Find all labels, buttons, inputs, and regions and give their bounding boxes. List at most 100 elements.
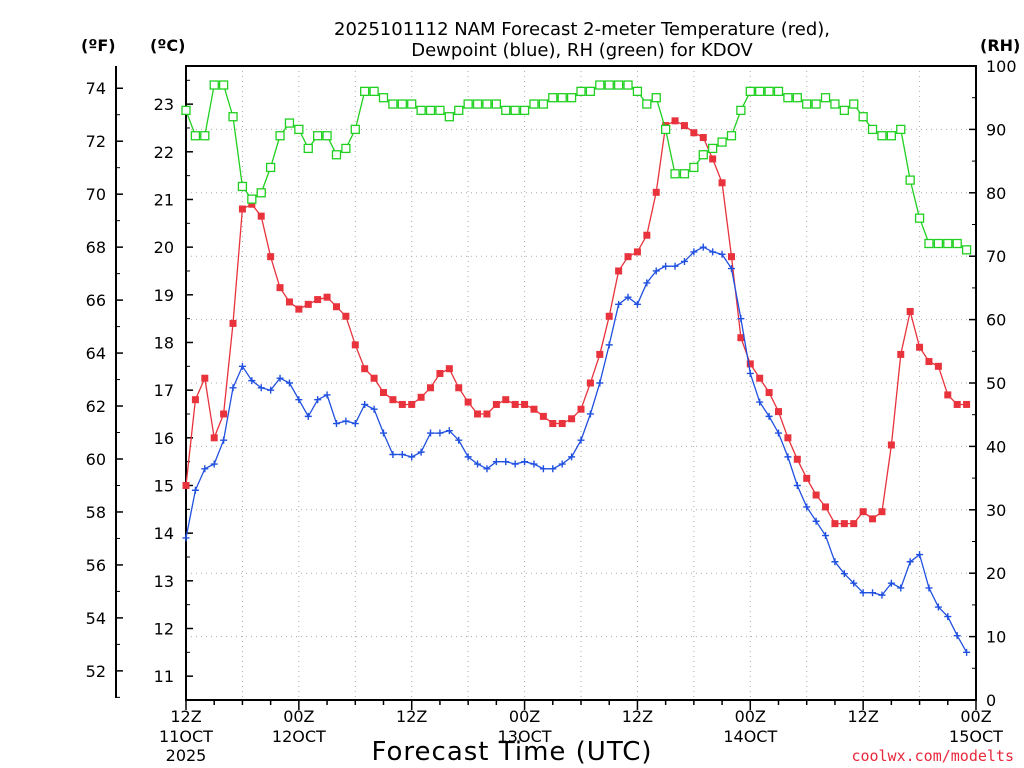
temperature-point xyxy=(737,334,745,342)
temperature-point xyxy=(925,358,933,366)
rh-point xyxy=(529,99,539,109)
rh-point xyxy=(952,238,962,249)
rh-point xyxy=(519,105,530,116)
temperature-point xyxy=(332,303,340,311)
x-tick-date-label: 12OCT xyxy=(272,727,326,746)
rh-point xyxy=(284,118,295,128)
rh-point xyxy=(360,86,370,97)
dewpoint-point xyxy=(718,250,726,258)
celsius-tick-label: 22 xyxy=(154,143,174,162)
rh-point xyxy=(472,99,483,109)
rh-point xyxy=(717,137,727,147)
rh-point xyxy=(491,99,502,109)
dewpoint-point xyxy=(257,384,265,392)
rh-point xyxy=(820,93,831,103)
dewpoint-point xyxy=(869,589,877,597)
rh-point xyxy=(632,86,643,97)
dewpoint-point xyxy=(859,589,867,597)
fahrenheit-tick-label: 60 xyxy=(86,450,106,469)
dewpoint-point xyxy=(690,248,698,256)
celsius-tick-label: 13 xyxy=(154,572,174,591)
rh-unit-label: (RH) xyxy=(980,36,1020,55)
rh-point xyxy=(425,105,436,116)
temperature-point xyxy=(699,134,707,142)
credit-link[interactable]: coolwx.com/modelts xyxy=(851,747,1014,765)
temperature-point xyxy=(229,319,237,327)
rh-point xyxy=(341,143,351,154)
rh-tick-label: 20 xyxy=(986,564,1006,583)
rh-point xyxy=(933,238,944,249)
dewpoint-point xyxy=(361,400,369,408)
temperature-point xyxy=(916,343,924,351)
dewpoint-point xyxy=(671,262,679,270)
temperature-point xyxy=(304,300,312,308)
temperature-point xyxy=(878,508,886,516)
dewpoint-point xyxy=(906,558,914,566)
dewpoint-point xyxy=(727,265,735,273)
rh-tick-label: 100 xyxy=(986,57,1017,76)
rh-point xyxy=(792,93,802,103)
rh-point xyxy=(435,105,445,116)
dewpoint-point xyxy=(314,396,322,404)
temperature-point xyxy=(633,248,641,256)
rh-point xyxy=(924,238,934,249)
dewpoint-point xyxy=(812,517,820,525)
temperature-point xyxy=(398,400,406,408)
dewpoint-point xyxy=(238,362,246,370)
temperature-point xyxy=(746,360,754,368)
temperature-point xyxy=(380,389,387,397)
temperature-point xyxy=(549,420,557,428)
temperature-point xyxy=(436,369,444,377)
fahrenheit-tick-label: 74 xyxy=(86,79,106,98)
x-tick-time-label: 00Z xyxy=(509,707,540,726)
fahrenheit-tick-label: 52 xyxy=(86,662,106,681)
temperature-point xyxy=(784,434,792,442)
temperature-point xyxy=(323,293,331,301)
temperature-point xyxy=(709,155,717,163)
dewpoint-point xyxy=(285,379,293,387)
rh-point xyxy=(585,86,596,97)
temperature-point xyxy=(934,362,942,370)
temperature-point xyxy=(596,350,604,358)
rh-tick-label: 50 xyxy=(986,374,1006,393)
rh-point xyxy=(181,105,191,116)
dewpoint-point xyxy=(803,503,811,511)
rh-point xyxy=(303,143,313,154)
temperature-point xyxy=(276,284,284,292)
rh-point xyxy=(228,112,238,122)
rh-tick-label: 30 xyxy=(986,501,1006,520)
rh-point xyxy=(764,86,774,97)
rh-point xyxy=(566,93,577,103)
dewpoint-point xyxy=(680,257,688,265)
temperature-point xyxy=(586,379,594,387)
temperature-point xyxy=(803,474,811,482)
rh-point xyxy=(510,105,520,116)
temperature-point xyxy=(502,396,510,404)
dewpoint-point xyxy=(934,603,942,611)
rh-point xyxy=(755,86,765,97)
temperature-point xyxy=(963,400,971,408)
dewpoint-point xyxy=(455,436,463,444)
rh-point xyxy=(698,150,708,160)
temperature-point xyxy=(464,398,472,406)
dewpoint-point xyxy=(445,427,453,435)
fahrenheit-tick-label: 64 xyxy=(86,344,106,363)
rh-point xyxy=(378,93,389,103)
celsius-tick-label: 18 xyxy=(154,333,174,352)
celsius-tick-label: 16 xyxy=(154,429,174,448)
fahrenheit-tick-label: 58 xyxy=(86,503,106,522)
fahrenheit-tick-label: 56 xyxy=(86,556,106,575)
rh-tick-label: 70 xyxy=(986,247,1006,266)
temperature-point xyxy=(539,412,547,420)
dewpoint-point xyxy=(897,584,905,592)
x-tick-time-label: 12Z xyxy=(396,707,427,726)
temperature-point xyxy=(492,400,500,408)
dewpoint-point xyxy=(304,412,312,420)
fahrenheit-tick-label: 72 xyxy=(86,132,106,151)
temperature-point xyxy=(671,117,679,125)
dewpoint-point xyxy=(822,532,830,540)
temperature-point xyxy=(775,408,782,416)
dewpoint-point xyxy=(662,262,670,270)
dewpoint-point xyxy=(427,429,435,437)
